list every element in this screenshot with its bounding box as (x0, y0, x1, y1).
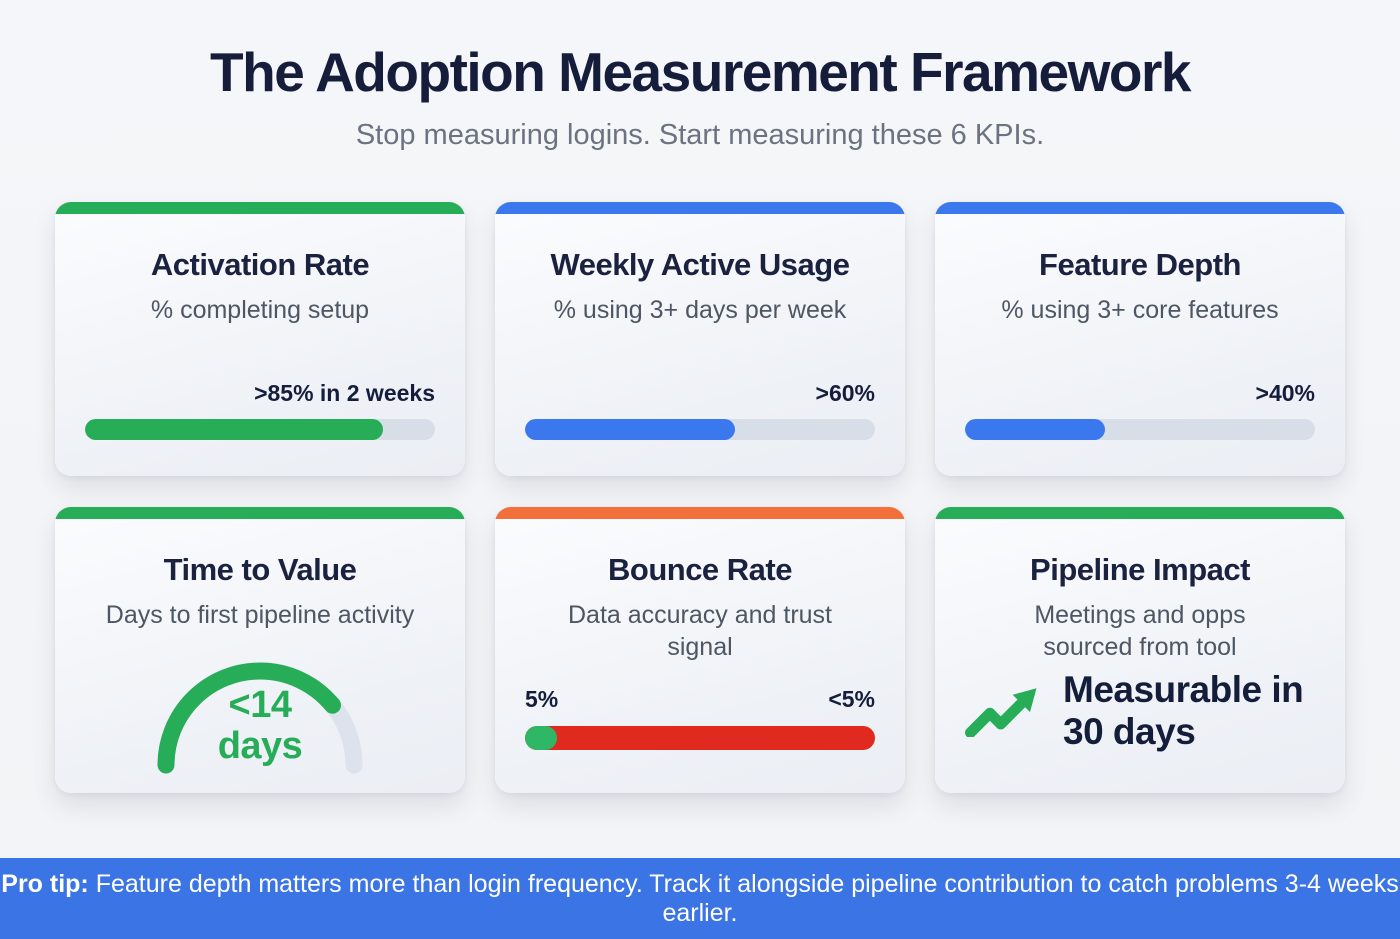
page-header: The Adoption Measurement Framework Stop … (0, 0, 1400, 152)
bounce-bar (525, 725, 875, 750)
progress-track (85, 418, 435, 440)
card-accent-bar (495, 506, 905, 519)
card-title: Weekly Active Usage (550, 246, 850, 282)
target-label: >85% in 2 weeks (254, 379, 435, 406)
card-body: Time to Value Days to first pipeline act… (55, 519, 465, 793)
card-activation-rate: Activation Rate % completing setup >85% … (55, 201, 465, 476)
card-accent-bar (935, 506, 1345, 519)
card-pipeline-impact: Pipeline Impact Meetings and opps source… (935, 506, 1345, 793)
kpi-card-grid: Activation Rate % completing setup >85% … (55, 201, 1345, 793)
progress-metric: >60% (525, 380, 875, 440)
bounce-right-label: <5% (828, 685, 875, 712)
semicircle-gauge: <14 days (145, 645, 375, 775)
card-title: Activation Rate (150, 246, 370, 282)
gauge-arc (157, 662, 363, 774)
card-time-to-value: Time to Value Days to first pipeline act… (55, 506, 465, 793)
gauge-value: <14 days (145, 683, 375, 767)
card-body: Pipeline Impact Meetings and opps source… (935, 519, 1345, 793)
card-body: Weekly Active Usage % using 3+ days per … (495, 214, 905, 476)
bounce-bar-green-segment (525, 725, 557, 750)
card-title: Bounce Rate (608, 551, 792, 587)
page-subtitle: Stop measuring logins. Start measuring t… (355, 118, 1045, 151)
card-accent-bar (55, 506, 465, 519)
page-title: The Adoption Measurement Framework (210, 41, 1191, 103)
card-accent-bar (55, 201, 465, 214)
bounce-left-label: 5% (525, 685, 559, 712)
footer-protip-bar: Pro tip: Feature depth matters more than… (0, 858, 1400, 939)
progress-metric: >40% (965, 380, 1315, 440)
target-label: >40% (1255, 379, 1315, 406)
gauge-value-line2: days (217, 724, 303, 767)
card-accent-bar (495, 201, 905, 214)
card-body: Activation Rate % completing setup >85% … (55, 214, 465, 476)
card-subtitle: % using 3+ core features (1001, 295, 1279, 324)
progress-track (965, 418, 1315, 440)
bounce-labels: 5% <5% (525, 686, 875, 713)
footer-protip-text: Pro tip: Feature depth matters more than… (0, 870, 1400, 928)
card-subtitle: Days to first pipeline activity (105, 600, 415, 629)
card-title: Pipeline Impact (1030, 551, 1250, 587)
card-subtitle: % completing setup (150, 295, 370, 324)
card-weekly-active-usage: Weekly Active Usage % using 3+ days per … (495, 201, 905, 476)
progress-metric: >85% in 2 weeks (85, 380, 435, 440)
progress-track (525, 418, 875, 440)
footer-protip-body: Feature depth matters more than login fr… (95, 869, 1399, 927)
bounce-metric: 5% <5% (525, 686, 875, 750)
card-feature-depth: Feature Depth % using 3+ core features >… (935, 201, 1345, 476)
impact-text: Measurable in 30 days (1063, 669, 1304, 752)
progress-fill (525, 418, 735, 440)
card-accent-bar (935, 201, 1345, 214)
footer-protip-prefix: Pro tip: (1, 869, 89, 898)
card-subtitle: % using 3+ days per week (553, 295, 847, 324)
target-label: >60% (815, 379, 875, 406)
gauge-fill-arc (157, 662, 363, 774)
gauge-value-line1: <14 (228, 683, 292, 726)
card-body: Bounce Rate Data accuracy and trust sign… (495, 519, 905, 793)
trending-up-icon (965, 688, 1037, 737)
card-title: Feature Depth (1039, 246, 1241, 282)
card-subtitle: Meetings and opps sourced from tool (1034, 600, 1246, 661)
card-body: Feature Depth % using 3+ core features >… (935, 214, 1345, 476)
progress-fill (85, 418, 383, 440)
card-subtitle: Data accuracy and trust signal (567, 600, 832, 661)
card-bounce-rate: Bounce Rate Data accuracy and trust sign… (495, 506, 905, 793)
impact-highlight: Measurable in 30 days (965, 669, 1315, 757)
card-title: Time to Value (163, 551, 357, 587)
progress-fill (965, 418, 1105, 440)
